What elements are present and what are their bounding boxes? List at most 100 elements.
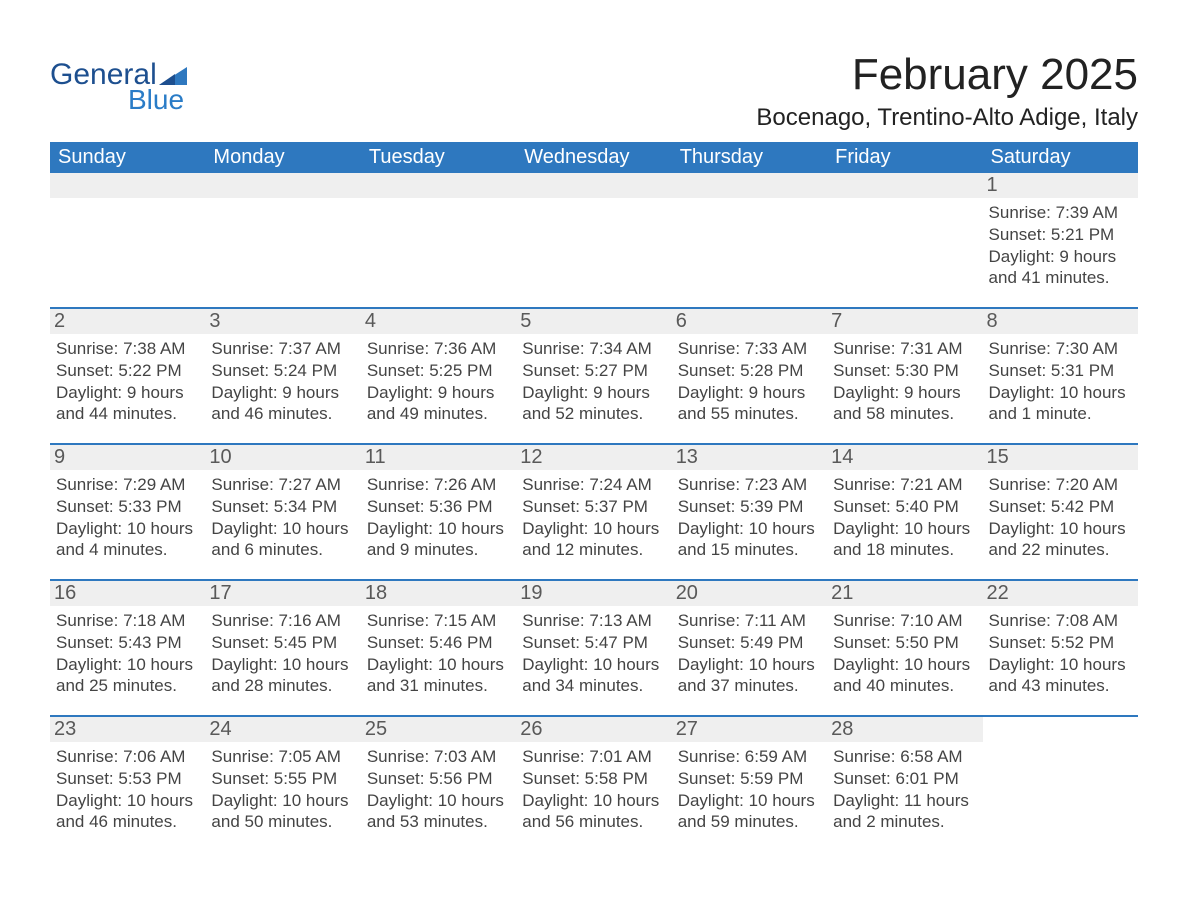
day-number (516, 173, 671, 198)
sunset-value: 5:30 PM (895, 361, 958, 380)
day-details: Sunrise: 7:29 AMSunset: 5:33 PMDaylight:… (56, 474, 199, 561)
sunset-value: 5:52 PM (1051, 633, 1114, 652)
sunrise-prefix: Sunrise: (989, 339, 1056, 358)
sunrise-value: 6:58 AM (900, 747, 962, 766)
sunset-value: 5:40 PM (895, 497, 958, 516)
calendar-day-cell: 26Sunrise: 7:01 AMSunset: 5:58 PMDayligh… (516, 717, 671, 851)
daylight-line: Daylight: 9 hours and 49 minutes. (367, 382, 510, 426)
sunset-prefix: Sunset: (367, 497, 429, 516)
sunset-value: 5:34 PM (274, 497, 337, 516)
sunrise-prefix: Sunrise: (989, 203, 1056, 222)
day-details: Sunrise: 7:36 AMSunset: 5:25 PMDaylight:… (367, 338, 510, 425)
daylight-prefix: Daylight: (989, 247, 1060, 266)
sunset-value: 5:27 PM (585, 361, 648, 380)
sunrise-line: Sunrise: 7:05 AM (211, 746, 354, 768)
sunrise-prefix: Sunrise: (989, 611, 1056, 630)
day-number: 9 (50, 445, 205, 470)
sunset-prefix: Sunset: (211, 361, 273, 380)
sunset-value: 5:53 PM (118, 769, 181, 788)
weekday-header: Wednesday (516, 142, 671, 173)
sunrise-value: 7:37 AM (279, 339, 341, 358)
sunrise-value: 7:18 AM (123, 611, 185, 630)
calendar-day-cell: 4 Sunrise: 7:36 AMSunset: 5:25 PMDaylight… (361, 309, 516, 444)
sunrise-line: Sunrise: 7:13 AM (522, 610, 665, 632)
sunset-prefix: Sunset: (989, 361, 1051, 380)
day-number: 2 (50, 309, 205, 334)
sunset-line: Sunset: 6:01 PM (833, 768, 976, 790)
daylight-prefix: Daylight: (211, 519, 282, 538)
calendar-day-cell: 22Sunrise: 7:08 AMSunset: 5:52 PMDayligh… (983, 581, 1138, 716)
daylight-line: Daylight: 10 hours and 59 minutes. (678, 790, 821, 834)
daylight-line: Daylight: 10 hours and 31 minutes. (367, 654, 510, 698)
sunset-value: 5:36 PM (429, 497, 492, 516)
daylight-line: Daylight: 9 hours and 55 minutes. (678, 382, 821, 426)
day-number: 22 (983, 581, 1138, 606)
daylight-prefix: Daylight: (56, 655, 127, 674)
daylight-line: Daylight: 10 hours and 28 minutes. (211, 654, 354, 698)
daylight-prefix: Daylight: (211, 383, 282, 402)
daylight-prefix: Daylight: (522, 791, 593, 810)
calendar-week-row: 1Sunrise: 7:39 AMSunset: 5:21 PMDaylight… (50, 173, 1138, 308)
sunset-value: 5:55 PM (274, 769, 337, 788)
sunset-line: Sunset: 5:34 PM (211, 496, 354, 518)
day-details: Sunrise: 7:27 AMSunset: 5:34 PMDaylight:… (211, 474, 354, 561)
sunrise-value: 7:30 AM (1056, 339, 1118, 358)
day-details: Sunrise: 7:05 AMSunset: 5:55 PMDaylight:… (211, 746, 354, 833)
calendar-day-cell: 2Sunrise: 7:38 AMSunset: 5:22 PMDaylight… (50, 309, 205, 444)
calendar-week-row: 16Sunrise: 7:18 AMSunset: 5:43 PMDayligh… (50, 581, 1138, 716)
daylight-prefix: Daylight: (522, 655, 593, 674)
sunrise-value: 7:20 AM (1056, 475, 1118, 494)
daylight-prefix: Daylight: (56, 383, 127, 402)
sunset-line: Sunset: 5:25 PM (367, 360, 510, 382)
daylight-line: Daylight: 10 hours and 6 minutes. (211, 518, 354, 562)
month-title: February 2025 (187, 40, 1138, 100)
day-number: 14 (827, 445, 982, 470)
day-number: 4 (361, 309, 516, 334)
sunrise-line: Sunrise: 6:58 AM (833, 746, 976, 768)
daylight-prefix: Daylight: (56, 791, 127, 810)
day-number: 17 (205, 581, 360, 606)
day-number: 12 (516, 445, 671, 470)
sunrise-prefix: Sunrise: (989, 475, 1056, 494)
sunrise-line: Sunrise: 6:59 AM (678, 746, 821, 768)
sunrise-prefix: Sunrise: (833, 339, 900, 358)
daylight-line: Daylight: 10 hours and 34 minutes. (522, 654, 665, 698)
sunrise-prefix: Sunrise: (678, 339, 745, 358)
sunset-value: 5:31 PM (1051, 361, 1114, 380)
daylight-line: Daylight: 10 hours and 22 minutes. (989, 518, 1132, 562)
daylight-line: Daylight: 9 hours and 41 minutes. (989, 246, 1132, 290)
calendar-day-cell: 11Sunrise: 7:26 AMSunset: 5:36 PMDayligh… (361, 445, 516, 580)
day-number: 5 (516, 309, 671, 334)
day-details: Sunrise: 7:03 AMSunset: 5:56 PMDaylight:… (367, 746, 510, 833)
sunrise-prefix: Sunrise: (522, 475, 589, 494)
sunrise-line: Sunrise: 7:39 AM (989, 202, 1132, 224)
sunset-line: Sunset: 5:27 PM (522, 360, 665, 382)
calendar-table: SundayMondayTuesdayWednesdayThursdayFrid… (50, 142, 1138, 851)
sunset-value: 5:37 PM (585, 497, 648, 516)
calendar-week-row: 23Sunrise: 7:06 AMSunset: 5:53 PMDayligh… (50, 717, 1138, 851)
sunset-value: 5:21 PM (1051, 225, 1114, 244)
calendar-day-cell: 5Sunrise: 7:34 AMSunset: 5:27 PMDaylight… (516, 309, 671, 444)
calendar-day-cell: 18Sunrise: 7:15 AMSunset: 5:46 PMDayligh… (361, 581, 516, 716)
sunrise-prefix: Sunrise: (211, 611, 278, 630)
calendar-day-cell: 14Sunrise: 7:21 AMSunset: 5:40 PMDayligh… (827, 445, 982, 580)
day-details: Sunrise: 7:24 AMSunset: 5:37 PMDaylight:… (522, 474, 665, 561)
sunrise-value: 7:26 AM (434, 475, 496, 494)
calendar-day-cell (205, 173, 360, 308)
calendar-day-cell: 20Sunrise: 7:11 AMSunset: 5:49 PMDayligh… (672, 581, 827, 716)
day-number: 7 (827, 309, 982, 334)
sunrise-line: Sunrise: 7:16 AM (211, 610, 354, 632)
daylight-prefix: Daylight: (833, 383, 904, 402)
calendar-day-cell: 17Sunrise: 7:16 AMSunset: 5:45 PMDayligh… (205, 581, 360, 716)
daylight-prefix: Daylight: (367, 383, 438, 402)
sunset-value: 6:01 PM (895, 769, 958, 788)
day-details: Sunrise: 7:01 AMSunset: 5:58 PMDaylight:… (522, 746, 665, 833)
day-number: 8 (983, 309, 1138, 334)
sunrise-line: Sunrise: 7:37 AM (211, 338, 354, 360)
sunset-prefix: Sunset: (833, 633, 895, 652)
calendar-day-cell (50, 173, 205, 308)
sunrise-prefix: Sunrise: (522, 611, 589, 630)
calendar-day-cell (983, 717, 1138, 851)
daylight-prefix: Daylight: (678, 791, 749, 810)
calendar-week-row: 2Sunrise: 7:38 AMSunset: 5:22 PMDaylight… (50, 309, 1138, 444)
